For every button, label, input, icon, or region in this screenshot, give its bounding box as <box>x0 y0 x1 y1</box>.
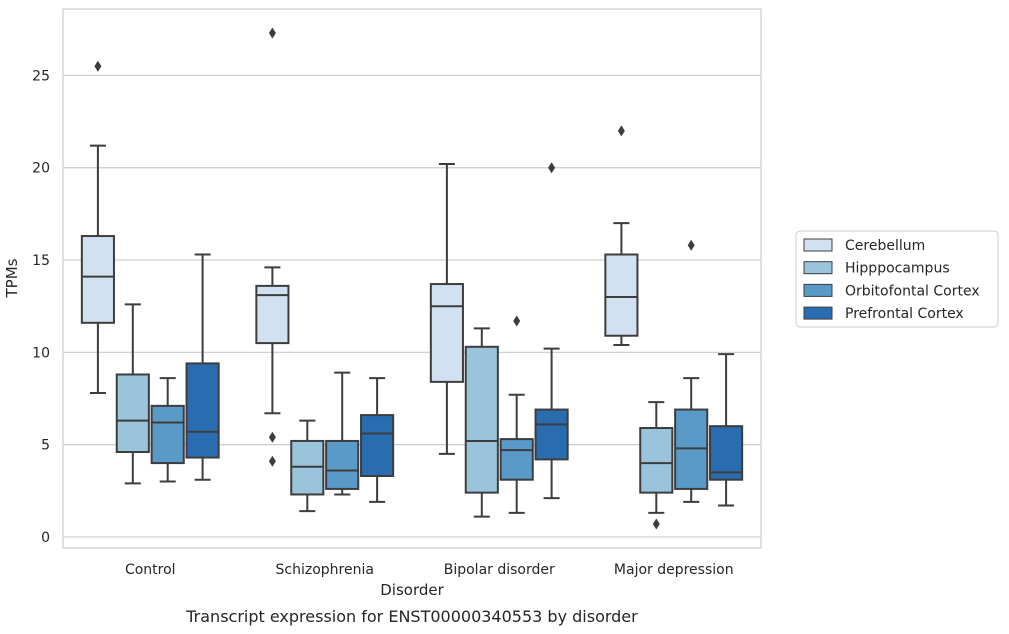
box-iqr <box>150 404 185 465</box>
box-1-0 <box>255 27 290 467</box>
y-tick-label: 0 <box>41 530 50 546</box>
box-iqr <box>709 425 744 481</box>
box-3-1 <box>639 401 674 530</box>
x-tick-label: Schizophrenia <box>276 562 374 578</box>
figure-caption: Transcript expression for ENST0000034055… <box>185 607 638 626</box>
x-tick-labels: Control Schizophrenia Bipolar disorder Majo… <box>125 562 734 578</box>
outlier-point <box>548 162 556 174</box>
y-axis-label: TPMs <box>3 258 21 298</box>
box-1-1 <box>290 419 325 513</box>
box-iqr <box>499 438 534 481</box>
plot-frame <box>62 8 762 549</box>
box-iqr <box>325 439 360 490</box>
outlier-point <box>687 239 695 251</box>
outlier-point <box>94 60 102 72</box>
y-tick-label: 25 <box>32 68 50 84</box>
box-iqr <box>639 427 674 494</box>
box-iqr <box>534 408 569 461</box>
legend-swatch <box>803 306 833 320</box>
outlier-point <box>617 125 625 137</box>
legend-entry: Prefrontal Cortex <box>845 306 964 322</box>
box-3-2 <box>674 239 709 503</box>
y-tick-label: 15 <box>32 253 50 269</box>
legend-swatch <box>803 283 833 297</box>
outlier-point <box>652 518 660 530</box>
y-tick-label: 5 <box>41 438 50 454</box>
box-0-1 <box>115 303 150 485</box>
box-3-0 <box>604 125 639 346</box>
box-1-3 <box>360 377 395 503</box>
outlier-point <box>268 27 276 39</box>
box-iqr <box>80 235 115 324</box>
box-iqr <box>464 345 499 494</box>
outlier-point <box>513 315 521 327</box>
box-3-3 <box>709 353 744 507</box>
legend: Cerebellum Hipppocampus Orbitofontal Corte… <box>795 230 999 328</box>
outlier-point <box>268 431 276 443</box>
x-tick-label: Bipolar disorder <box>444 562 555 578</box>
legend-swatch <box>803 261 833 275</box>
outlier-point <box>268 455 276 467</box>
legend-entry: Cerebellum <box>845 238 925 254</box>
box-2-0 <box>429 163 464 455</box>
box-0-2 <box>150 377 185 483</box>
box-iqr <box>115 373 150 454</box>
box-2-1 <box>464 327 499 518</box>
legend-entry: Orbitofontal Cortex <box>845 283 980 299</box>
legend-frame <box>795 230 999 328</box>
box-2-2 <box>499 315 534 514</box>
box-layer <box>80 27 744 530</box>
legend-entry: Hipppocampus <box>845 261 950 277</box>
y-tick-label: 10 <box>32 345 50 361</box>
x-axis-label: Disorder <box>380 581 444 599</box>
x-tick-label: Major depression <box>614 562 734 578</box>
box-0-3 <box>185 253 220 481</box>
box-2-3 <box>534 162 569 500</box>
box-iqr <box>360 414 395 478</box>
box-0-0 <box>80 60 115 394</box>
y-tick-labels: 0 5 10 15 20 25 <box>32 68 50 545</box>
box-iqr <box>604 253 639 337</box>
box-iqr <box>429 283 464 383</box>
legend-swatch <box>803 238 833 252</box>
box-iqr <box>185 362 220 459</box>
y-tick-label: 20 <box>32 161 50 177</box>
box-1-2 <box>325 371 360 496</box>
x-tick-label: Control <box>125 562 176 578</box>
